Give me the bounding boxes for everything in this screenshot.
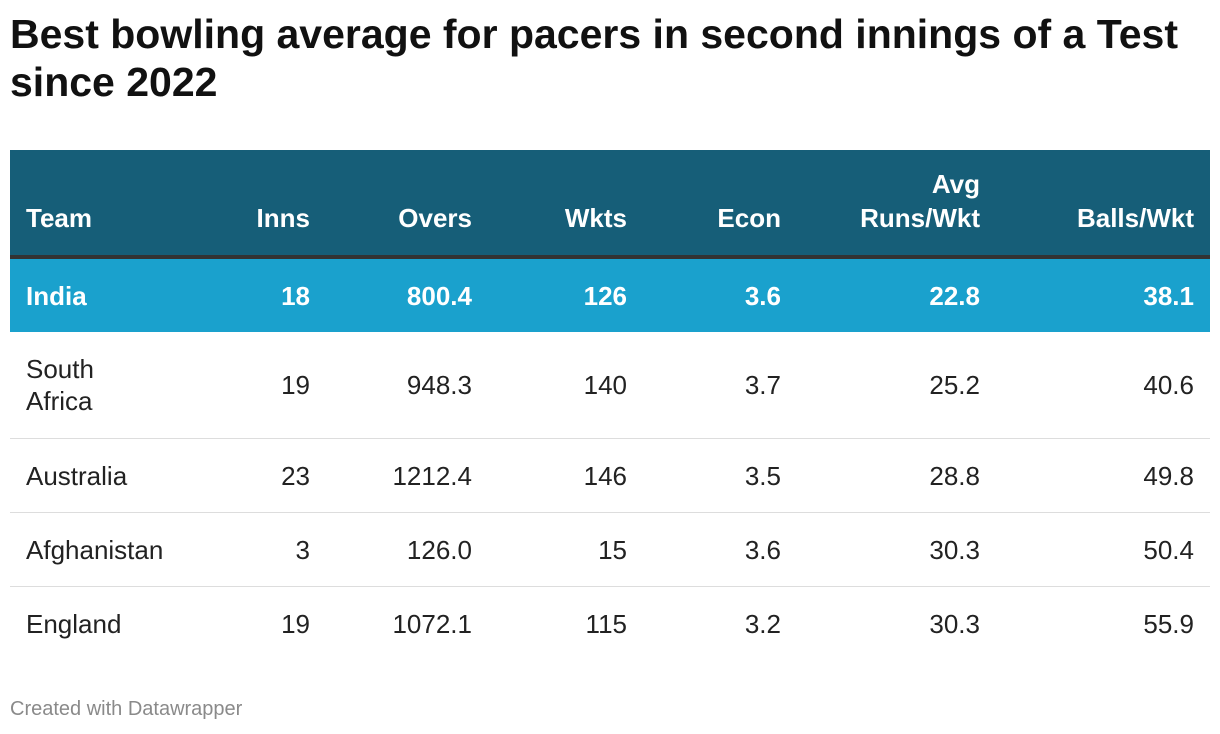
- team-cell: England: [26, 608, 122, 639]
- wkts-cell: 126: [488, 257, 643, 332]
- econ-cell: 3.5: [643, 438, 797, 513]
- header-row: Team Inns Overs Wkts Econ Avg Runs/Wkt B…: [10, 150, 1210, 259]
- column-header-overs[interactable]: Overs: [326, 150, 488, 259]
- column-header-balls-per-wkt[interactable]: Balls/Wkt: [996, 150, 1210, 259]
- column-header-inns[interactable]: Inns: [226, 150, 326, 259]
- balls-per-wkt-cell: 50.4: [996, 512, 1210, 587]
- overs-cell: 1212.4: [326, 438, 488, 513]
- overs-cell: 126.0: [326, 512, 488, 587]
- chart-title: Best bowling average for pacers in secon…: [10, 11, 1178, 105]
- overs-cell: 948.3: [326, 332, 488, 439]
- overs-cell: 800.4: [326, 257, 488, 332]
- column-header-avg-runs-per-wkt[interactable]: Avg Runs/Wkt: [797, 150, 996, 259]
- table-row: Afghanistan 3 126.0 15 3.6 30.3 50.4: [10, 512, 1210, 587]
- team-cell: India: [10, 257, 226, 332]
- avg-cell: 28.8: [797, 438, 996, 513]
- balls-per-wkt-cell: 55.9: [1143, 608, 1194, 639]
- table-row-highlighted: India 18 800.4 126 3.6 22.8 38.1: [10, 257, 1210, 332]
- inns-cell: 23: [226, 438, 326, 513]
- team-cell: Afghanistan: [10, 512, 226, 587]
- avg-cell: 25.2: [797, 332, 996, 439]
- econ-cell: 3.6: [643, 257, 797, 332]
- team-cell: South Africa: [10, 332, 226, 439]
- wkts-cell: 15: [488, 512, 643, 587]
- table-row: South Africa 19 948.3 140 3.7 25.2 40.6: [10, 332, 1210, 439]
- column-header-econ[interactable]: Econ: [643, 150, 797, 259]
- wkts-cell: 115: [585, 608, 627, 639]
- data-table: Team Inns Overs Wkts Econ Avg Runs/Wkt B…: [10, 150, 1210, 660]
- column-header-wkts[interactable]: Wkts: [488, 150, 643, 259]
- inns-cell: 19: [226, 332, 326, 439]
- footer-credit[interactable]: Created with Datawrapper: [10, 698, 243, 720]
- column-header-team[interactable]: Team: [10, 150, 226, 259]
- team-cell: Australia: [10, 438, 226, 513]
- inns-cell: 19: [281, 608, 310, 639]
- overs-cell: 1072.1: [392, 608, 472, 639]
- econ-cell: 3.2: [744, 608, 781, 639]
- table-row: England 19 1072.1 115 3.2 30.3 55.9: [10, 587, 1210, 661]
- inns-cell: 18: [226, 257, 326, 332]
- wkts-cell: 140: [488, 332, 643, 439]
- econ-cell: 3.7: [643, 332, 797, 439]
- avg-cell: 30.3: [797, 512, 996, 587]
- balls-per-wkt-cell: 49.8: [996, 438, 1210, 513]
- team-name: South Africa: [26, 354, 94, 416]
- balls-per-wkt-cell: 38.1: [996, 257, 1210, 332]
- avg-cell: 30.3: [929, 608, 980, 639]
- inns-cell: 3: [226, 512, 326, 587]
- table-row: Australia 23 1212.4 146 3.5 28.8 49.8: [10, 438, 1210, 513]
- econ-cell: 3.6: [643, 512, 797, 587]
- avg-cell: 22.8: [797, 257, 996, 332]
- wkts-cell: 146: [488, 438, 643, 513]
- balls-per-wkt-cell: 40.6: [996, 332, 1210, 439]
